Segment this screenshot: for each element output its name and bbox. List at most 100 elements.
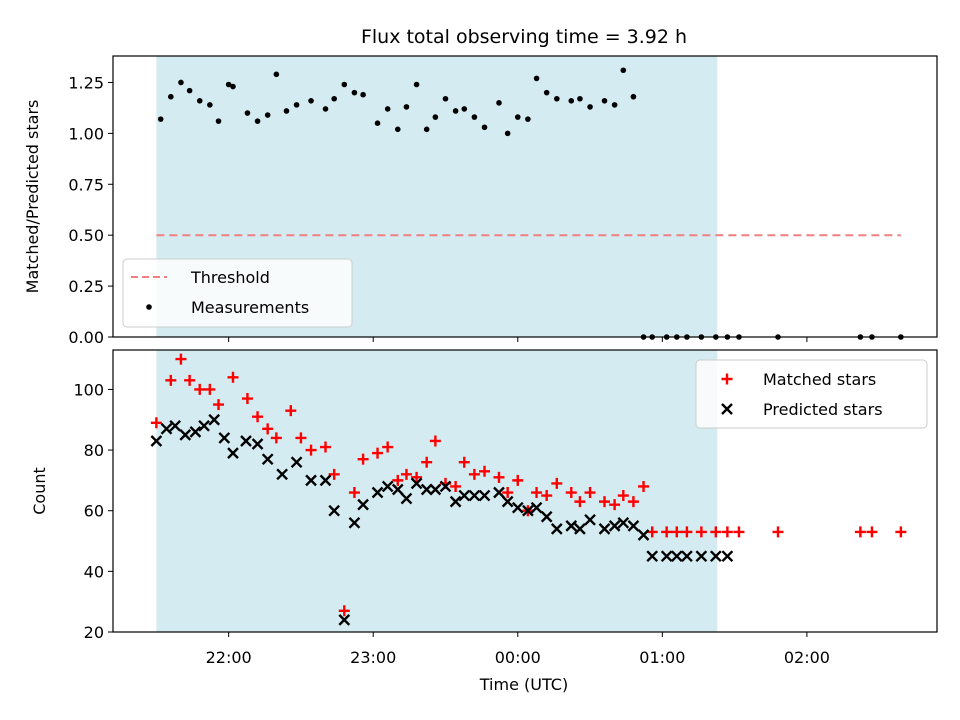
ratio-legend-box xyxy=(122,258,353,328)
y-tick-label: 0.50 xyxy=(68,226,104,245)
matched-stars-point xyxy=(502,487,514,499)
measurement-point xyxy=(374,120,381,126)
matched-stars-point xyxy=(531,487,543,499)
measurement-point xyxy=(461,106,468,112)
measurement-point xyxy=(554,95,560,102)
matched-stars-point xyxy=(320,441,332,453)
y-tick-label: 1.00 xyxy=(68,124,104,143)
count-y-axis-label: Count xyxy=(30,467,49,515)
predicted-stars-point xyxy=(179,429,192,441)
y-tick-label: 0.00 xyxy=(68,328,104,347)
measurement-point xyxy=(264,112,271,118)
count-legend-box xyxy=(695,359,928,429)
y-tick-label: 100 xyxy=(73,380,104,399)
predicted-stars-point xyxy=(695,550,708,563)
predicted-stars-point xyxy=(328,504,341,517)
predicted-stars-point xyxy=(227,447,239,459)
matched-stars-point xyxy=(194,383,206,395)
matched-stars-point xyxy=(241,393,253,405)
count-axes-frame xyxy=(112,349,938,633)
matched-stars-point xyxy=(574,496,586,508)
ratio-y-axis-label: Matched/Predicted stars xyxy=(23,100,42,294)
matched-stars-point xyxy=(450,480,462,492)
measurement-point xyxy=(432,114,439,120)
predicted-stars-point xyxy=(290,456,303,469)
matched-stars-point xyxy=(458,456,470,468)
predicted-stars-point xyxy=(189,426,202,438)
predicted-stars-point xyxy=(160,422,173,435)
predicted-stars-point xyxy=(198,419,210,432)
measurement-point xyxy=(611,102,618,108)
matched-stars-point xyxy=(357,453,369,465)
predicted-stars-point xyxy=(458,489,471,502)
x-tick-label: 02:00 xyxy=(784,648,830,667)
measurement-point xyxy=(168,93,174,100)
predicted-stars-point xyxy=(721,550,734,563)
predicted-stars-point xyxy=(681,550,693,563)
predicted-stars-legend-label: Predicted stars xyxy=(763,400,883,419)
predicted-stars-point xyxy=(319,474,332,487)
matched-stars-point xyxy=(400,468,412,480)
matched-stars-point xyxy=(411,471,423,483)
x-axis-label: Time (UTC) xyxy=(479,675,568,694)
matched-stars-legend-swatch xyxy=(721,373,733,385)
predicted-stars-point xyxy=(584,513,596,526)
measurement-point xyxy=(341,81,348,88)
matched-stars-point xyxy=(733,526,745,538)
measurement-point xyxy=(442,95,449,102)
y-tick-label: 60 xyxy=(84,502,104,521)
measurement-point xyxy=(413,81,420,88)
matched-stars-point xyxy=(551,477,563,489)
measurement-point xyxy=(273,71,280,78)
matched-stars-point xyxy=(429,435,441,447)
matched-stars-point xyxy=(681,526,693,538)
predicted-stars-point xyxy=(391,483,404,496)
matched-stars-point xyxy=(895,526,907,538)
measurement-point xyxy=(630,93,637,100)
count-legend: Matched stars Predicted stars xyxy=(695,359,928,429)
measurement-point xyxy=(452,108,459,114)
predicted-stars-point xyxy=(449,495,462,508)
measurements-legend-swatch xyxy=(146,304,152,310)
measurement-point xyxy=(230,83,236,90)
measurement-point xyxy=(394,126,401,133)
predicted-stars-point xyxy=(478,489,491,502)
predicted-stars-point xyxy=(550,523,563,535)
predicted-stars-point xyxy=(208,413,221,426)
x-tick-label: 01:00 xyxy=(639,648,685,667)
matched-stars-point xyxy=(184,374,196,386)
predicted-stars-point xyxy=(493,486,505,499)
y-tick-label: 80 xyxy=(84,441,104,460)
predicted-stars-point xyxy=(240,435,252,447)
predicted-stars-point xyxy=(646,550,659,563)
measurement-point xyxy=(496,100,502,106)
predicted-stars-point xyxy=(511,501,524,514)
matched-stars-point xyxy=(479,465,491,477)
predicted-stars-point xyxy=(338,614,351,626)
y-tick-label: 20 xyxy=(84,623,104,642)
matched-stars-point xyxy=(348,487,360,499)
measurements-legend-label: Measurements xyxy=(191,298,309,317)
predicted-stars-point xyxy=(660,550,673,563)
predicted-stars-point xyxy=(617,516,630,529)
measurement-point xyxy=(254,118,261,124)
predicted-stars-point xyxy=(261,453,274,466)
measurement-point xyxy=(514,114,521,120)
predicted-stars-point xyxy=(251,438,264,450)
predicted-stars-point xyxy=(540,510,553,523)
predicted-stars-point xyxy=(598,523,611,535)
measurement-point xyxy=(471,114,478,120)
predicted-stars-point xyxy=(574,523,586,535)
matched-stars-point xyxy=(710,526,722,538)
predicted-stars-point xyxy=(565,520,578,532)
matched-stars-legend-label: Matched stars xyxy=(763,370,876,389)
measurement-point xyxy=(196,97,203,104)
predicted-stars-point xyxy=(468,489,481,502)
matched-stars-point xyxy=(328,468,340,480)
predicted-stars-point xyxy=(305,474,317,487)
ratio-legend: Threshold Measurements xyxy=(122,258,353,328)
matched-stars-point xyxy=(493,471,505,483)
predicted-stars-point xyxy=(501,495,514,508)
matched-stars-point xyxy=(468,468,480,480)
measurement-point xyxy=(215,118,222,124)
